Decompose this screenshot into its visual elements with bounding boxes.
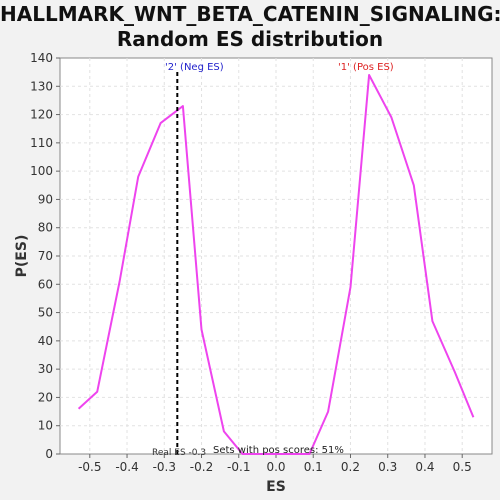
chart-title: HALLMARK_WNT_BETA_CATENIN_SIGNALING: Ran… bbox=[0, 2, 500, 52]
y-tick-label: 120 bbox=[30, 108, 53, 122]
x-tick-label: 0.0 bbox=[266, 460, 285, 474]
pos-scores-label: Sets with pos scores: 51% bbox=[213, 445, 344, 456]
x-tick-label: -0.5 bbox=[78, 460, 101, 474]
y-tick-label: 30 bbox=[38, 362, 53, 376]
y-tick-label: 20 bbox=[38, 390, 53, 404]
y-tick-label: 140 bbox=[30, 51, 53, 65]
y-tick-label: 50 bbox=[38, 306, 53, 320]
x-tick-label: 0.1 bbox=[304, 460, 323, 474]
y-tick-label: 60 bbox=[38, 277, 53, 291]
x-tick-label: 0.2 bbox=[341, 460, 360, 474]
x-tick-label: 0.4 bbox=[415, 460, 434, 474]
y-tick-label: 70 bbox=[38, 249, 53, 263]
y-tick-label: 90 bbox=[38, 192, 53, 206]
y-tick-label: 10 bbox=[38, 419, 53, 433]
x-tick-label: -0.3 bbox=[153, 460, 176, 474]
y-axis-label: P(ES) bbox=[14, 235, 30, 278]
y-tick-label: 80 bbox=[38, 221, 53, 235]
annotation-layer: '2' (Neg ES) '1' (Pos ES) Real ES -0.3 Sets… bbox=[152, 62, 394, 458]
x-axis-label: ES bbox=[266, 479, 286, 495]
series-layer bbox=[77, 74, 475, 455]
real-es-label: Real ES -0.3 bbox=[152, 448, 206, 458]
series-line-0 bbox=[77, 74, 475, 455]
x-tick-label: 0.5 bbox=[453, 460, 472, 474]
pos-es-label: '1' (Pos ES) bbox=[338, 62, 394, 73]
y-tick-label: 40 bbox=[38, 334, 53, 348]
chart-title-line1: HALLMARK_WNT_BETA_CATENIN_SIGNALING: bbox=[0, 2, 500, 26]
x-tick-label: -0.2 bbox=[190, 460, 213, 474]
y-tick-label: 100 bbox=[30, 164, 53, 178]
x-tick-label: -0.4 bbox=[115, 460, 138, 474]
neg-es-label: '2' (Neg ES) bbox=[165, 62, 224, 73]
y-tick-label: 110 bbox=[30, 136, 53, 150]
grid bbox=[60, 58, 492, 454]
chart-title-line2: Random ES distribution bbox=[116, 27, 384, 51]
x-tick-label: 0.3 bbox=[378, 460, 397, 474]
x-tick-label: -0.1 bbox=[227, 460, 250, 474]
y-tick-label: 130 bbox=[30, 79, 53, 93]
y-tick-label: 0 bbox=[45, 447, 53, 461]
axes: 0 10 20 30 40 50 60 70 80 90 100 110 120 130 140 -0.5 -0… bbox=[30, 51, 472, 474]
